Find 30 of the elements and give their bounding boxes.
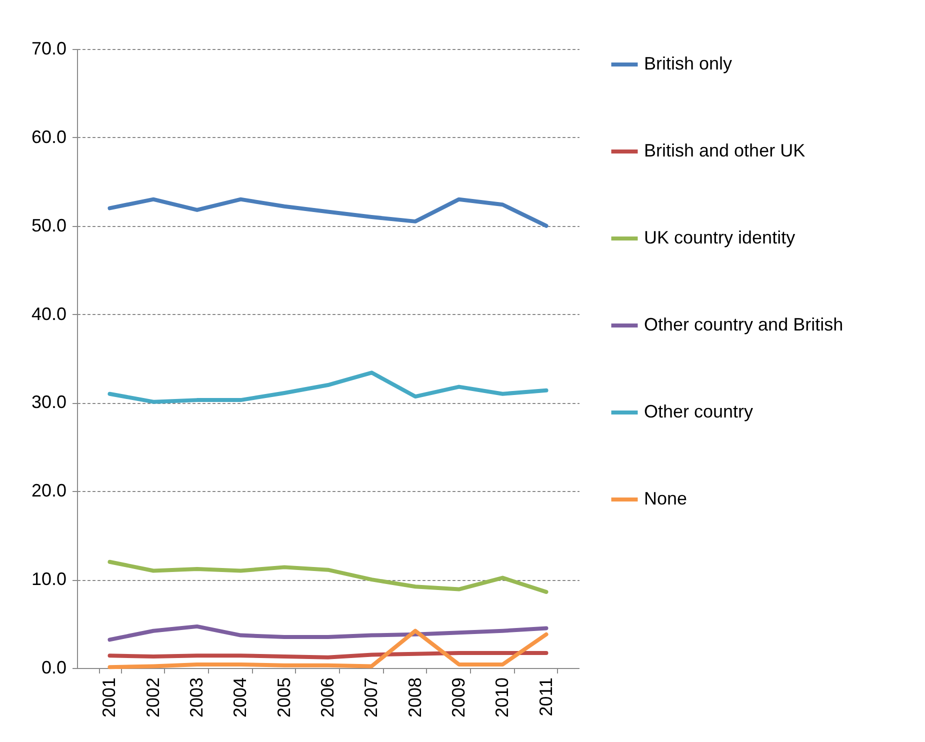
legend-label: British only xyxy=(644,54,732,74)
legend-label: Other country and British xyxy=(644,314,844,334)
y-tick-label: 30.0 xyxy=(31,392,66,412)
legend-label: Other country xyxy=(644,402,754,422)
x-tick-label: 2004 xyxy=(230,678,250,718)
y-tick-label: 10.0 xyxy=(31,569,66,590)
y-tick-label: 70.0 xyxy=(31,38,66,58)
x-tick-label: 2008 xyxy=(404,678,425,718)
x-tick-label: 2009 xyxy=(448,678,468,718)
line-series xyxy=(108,370,548,404)
y-tick-label: 0.0 xyxy=(41,658,66,678)
x-tick-label: 2011 xyxy=(536,678,556,716)
x-tick-label: 2005 xyxy=(274,678,294,718)
x-tick-label: 2003 xyxy=(186,678,207,718)
x-tick-label: 2001 xyxy=(99,678,120,718)
x-tick-label: 2006 xyxy=(318,678,338,718)
y-tick-label: 60.0 xyxy=(31,126,66,147)
line-series xyxy=(108,197,548,228)
line-series xyxy=(108,624,548,642)
x-tick-label: 2007 xyxy=(361,678,382,718)
legend-label: UK country identity xyxy=(644,228,796,248)
line-series xyxy=(108,628,548,670)
line-series xyxy=(108,560,548,594)
x-tick-label: 2002 xyxy=(142,678,163,718)
x-tick-label: 2010 xyxy=(492,678,512,718)
y-tick-label: 50.0 xyxy=(31,215,66,236)
legend-label: None xyxy=(644,488,688,508)
legend-label: British and other UK xyxy=(644,140,806,160)
y-tick-label: 20.0 xyxy=(31,480,66,501)
y-tick-label: 40.0 xyxy=(31,304,66,324)
